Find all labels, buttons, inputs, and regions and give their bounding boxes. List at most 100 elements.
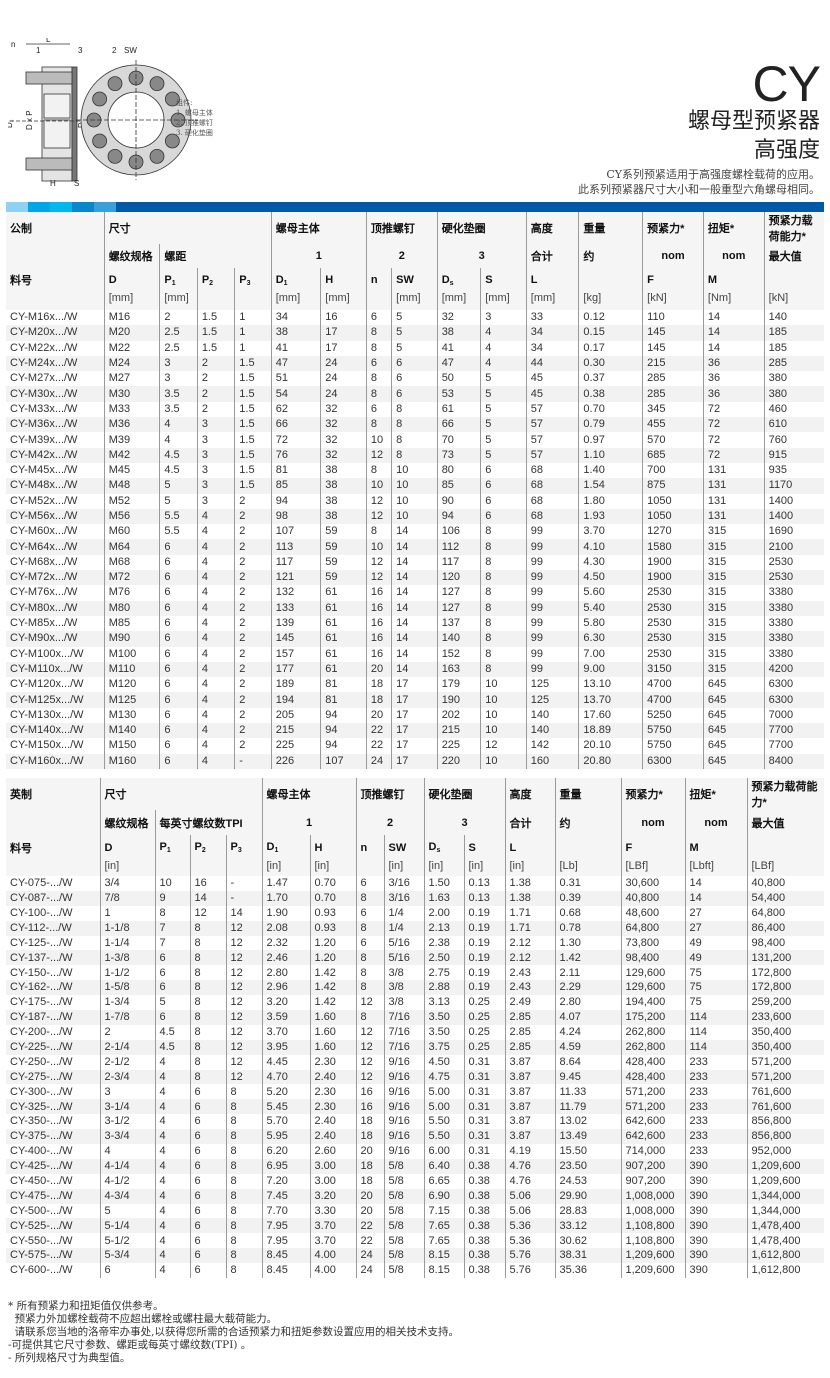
table-cell: 17 [320, 340, 367, 356]
column-header [6, 244, 105, 268]
part-number-cell: CY-575-.../W [6, 1248, 100, 1264]
table-cell: 570 [642, 432, 704, 448]
table-row: CY-M110x.../W M110 6 4 2 177 61 20 14 163 8 99 9.00 3… [6, 661, 824, 678]
part-number-cell: CY-M68x.../W [10, 555, 78, 568]
header-label: P [201, 273, 210, 286]
header-label: M [707, 274, 718, 286]
table-cell: 4 [196, 539, 235, 555]
table-cell: 99 [525, 570, 579, 586]
table-cell: 2.12 [504, 935, 555, 951]
header-label: [LBf] [625, 860, 649, 872]
table-cell: 4.5 [154, 1024, 190, 1040]
table-cell: 5 [159, 493, 198, 509]
table-cell: 2.08 [261, 920, 310, 936]
column-header [6, 860, 100, 876]
column-header: 2 [365, 244, 438, 268]
table-cell: 6 [355, 876, 384, 891]
table-cell: 4 [196, 600, 235, 616]
table-row: CY-187-.../W 1-7/8 6 8 12 3.59 1.60 8 7/16 3.50 0.… [6, 1010, 824, 1025]
header-label: [LBf] [751, 860, 775, 872]
column-header: [LBf] [620, 860, 685, 876]
table-cell: 5.76 [504, 1263, 555, 1279]
table-cell: 4 [154, 1233, 190, 1249]
table-cell: 315 [702, 585, 765, 601]
header-label: 尺寸 [104, 789, 127, 801]
table-cell: 12 [480, 738, 527, 754]
table-cell: 1270 [642, 524, 704, 540]
header-label: 公制 [10, 223, 32, 235]
table-cell: 177 [270, 661, 321, 678]
table-cell: 4 [196, 570, 235, 586]
table-cell: M16 [103, 310, 160, 326]
table-cell: 4 [480, 355, 527, 372]
table-cell: 315 [702, 600, 765, 616]
column-header: 最大值 [746, 810, 824, 835]
table-cell: 24 [320, 371, 367, 387]
table-cell: 6 [189, 1158, 226, 1174]
column-header: 1 [270, 244, 367, 268]
table-cell: 1.60 [309, 1024, 356, 1040]
table-cell: 163 [436, 661, 481, 678]
table-cell: 5 [480, 432, 527, 448]
table-cell: M56 [103, 508, 160, 525]
table-cell: 54,400 [746, 890, 824, 906]
table-cell: 8 [154, 905, 190, 921]
part-item: 2. 顶推螺钉 [176, 119, 213, 127]
table-cell: 45 [525, 371, 579, 387]
table-cell: 8 [391, 401, 438, 418]
table-cell: 7/16 [383, 1039, 424, 1055]
table-cell: 1.42 [309, 965, 356, 981]
table-cell: 14 [702, 325, 765, 341]
table-cell: 5.06 [504, 1203, 555, 1219]
table-cell: 8 [225, 1158, 262, 1174]
table-cell: 75 [684, 980, 747, 996]
header-label: [Nm] [707, 292, 732, 304]
header-label: 预紧力载荷能力* [768, 215, 813, 243]
table-cell: 2530 [763, 554, 824, 571]
table-cell: 14 [702, 310, 765, 326]
table-cell: 4200 [763, 661, 824, 678]
table-cell: 0.93 [309, 905, 356, 921]
table-cell: M22 [103, 340, 160, 356]
table-cell: 110 [642, 310, 704, 326]
table-cell: 5.50 [423, 1129, 464, 1145]
table-cell: 3 [480, 310, 527, 326]
part-number-cell: CY-M16x.../W [10, 311, 78, 324]
table-cell: 131 [702, 493, 765, 509]
table-cell: 2.00 [423, 905, 464, 921]
header-label: 扭矩* [689, 789, 716, 801]
header-label: 每英寸螺纹数TPI [159, 817, 243, 830]
header-label: D [275, 273, 284, 286]
part-number-cell: CY-450-.../W [10, 1175, 73, 1187]
table-cell: 114 [684, 1039, 747, 1055]
table-cell: 1.47 [261, 876, 310, 891]
table-cell: 0.31 [463, 1069, 505, 1085]
table-cell: 1400 [763, 508, 824, 525]
table-cell: 4-1/2 [99, 1173, 155, 1189]
table-cell: 3380 [763, 646, 824, 662]
table-cell: 2530 [642, 646, 704, 662]
header-label: [mm] [396, 292, 421, 304]
table-cell: 8 [480, 524, 527, 540]
table-cell: 4 [154, 1173, 190, 1189]
table-cell: 915 [763, 447, 824, 463]
header-label: 高度 [530, 223, 553, 235]
column-header: n [355, 835, 384, 860]
product-name: 螺母型预紧器 [687, 108, 820, 133]
table-cell: 94 [320, 707, 367, 724]
table-cell: 4700 [642, 692, 704, 708]
header-label: H [314, 841, 323, 854]
table-cell: 714,000 [620, 1144, 685, 1159]
header-label: 预紧力* [647, 223, 685, 235]
table-cell: 29.90 [554, 1188, 621, 1204]
table-cell: 6 [391, 355, 438, 372]
part-number-cell: CY-525-.../W [6, 1218, 100, 1234]
table-cell: 0.25 [463, 1010, 505, 1025]
table-row: CY-600-.../W 6 4 6 8 8.45 4.00 24 5/8 8.15 0.38 5.7… [6, 1263, 824, 1279]
table-row: CY-M80x.../W M80 6 4 2 133 61 16 14 127 8 99 5.40 253… [6, 600, 824, 616]
table-cell: 1,344,000 [746, 1203, 824, 1219]
table-cell: 1.93 [578, 508, 643, 525]
header-label: P [164, 273, 172, 286]
table-cell: 6 [189, 1114, 226, 1130]
part-number-cell: CY-M160x.../W [6, 753, 105, 769]
